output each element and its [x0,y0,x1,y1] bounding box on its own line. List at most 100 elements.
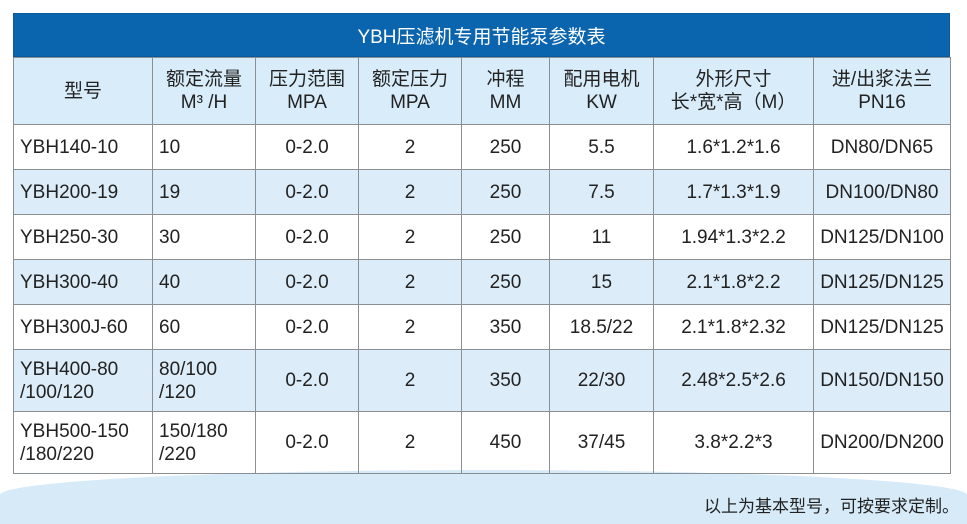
table-cell: 350 [461,349,550,412]
cell-line: YBH300-40 [20,271,119,293]
table-cell: 0-2.0 [255,124,359,170]
table-cell: 350 [461,304,550,350]
header-line: MPA [390,92,430,113]
table-cell: 0-2.0 [255,411,359,474]
cell-line: YBH200-19 [20,181,119,203]
header-line: PN16 [858,92,906,113]
header-line: 额定压力 [371,69,448,90]
cell-line: YBH400-80 [20,358,119,380]
header-line: 配用电机 [563,69,640,90]
table-cell: 2 [358,411,462,474]
table-cell: 2.1*1.8*2.32 [653,304,814,350]
header-line: 型号 [63,80,102,102]
header-row: 型号 额定流量 M³ /H 压力范围 MPA 额定压力 MPA 冲程 MM 配用电机 KW 外形尺寸长… [13,57,951,125]
table-cell: 7.5 [549,169,654,215]
column-header: 压力范围 MPA [255,57,359,125]
table-cell: 150/180/220 [152,411,256,474]
table-cell: 60 [152,304,256,350]
table-cell: YBH300-40 [13,259,153,305]
table-cell: 15 [549,259,654,305]
table-cell: YBH140-10 [13,124,153,170]
table-cell: 18.5/22 [549,304,654,350]
header-line: 长*宽*高（M） [670,92,797,113]
header-line: KW [586,92,617,113]
footnote: 以上为基本型号，可按要求定制。 [704,497,959,516]
table-cell: 2 [358,304,462,350]
cell-line: 150/180 [159,420,228,442]
header-line: 进/出浆法兰 [831,69,933,90]
column-header: 外形尺寸 长*宽*高（M） [653,57,814,125]
table-cell: 2 [358,259,462,305]
table-cell: 250 [461,124,550,170]
cell-line: YBH300J-60 [20,316,128,338]
table-cell: 250 [461,259,550,305]
column-header: 型号 [13,57,153,125]
table-row: YBH250-30 30 0-2.0 2 250 11 1.94*1.3*2.2 DN125/… [13,214,951,260]
table-cell: DN80/DN65 [813,124,951,170]
cell-line: /220 [159,443,196,465]
background-wave [0,470,967,524]
header-line: MM [489,92,522,113]
table-cell: DN150/DN150 [813,349,951,412]
table-cell: DN125/DN125 [813,259,951,305]
column-header: 配用电机 KW [549,57,654,125]
cell-line: /180/220 [20,443,94,465]
table-cell: YBH400-80/100/120 [13,349,153,412]
header-line: MPA [287,92,327,113]
table-cell: 0-2.0 [255,259,359,305]
table-cell: YBH300J-60 [13,304,153,350]
column-header: 进/出浆法兰 PN16 [813,57,951,125]
table-cell: DN100/DN80 [813,169,951,215]
table-cell: 2 [358,214,462,260]
spec-table: 型号 额定流量 M³ /H 压力范围 MPA 额定压力 MPA 冲程 MM 配用电机 KW 外形尺寸长… [13,57,951,474]
table-cell: 80/100/120 [152,349,256,412]
table-cell: 1.7*1.3*1.9 [653,169,814,215]
spec-table-container: YBH压滤机专用节能泵参数表 型号 额定流量 M³ /H 压力范围 MPA 额定压力 MPA… [13,13,951,474]
cell-line: /100/120 [20,381,94,403]
table-cell: 37/45 [549,411,654,474]
cell-line: 80/100 [159,358,218,380]
table-cell: 0-2.0 [255,169,359,215]
table-cell: 5.5 [549,124,654,170]
cell-line: 30 [159,226,181,248]
table-cell: 30 [152,214,256,260]
header-line: 额定流量 [165,69,242,90]
table-cell: 2.48*2.5*2.6 [653,349,814,412]
cell-line: YBH250-30 [20,226,119,248]
header-line: 冲程 [486,69,525,90]
column-header: 额定压力 MPA [358,57,462,125]
header-line: M³ /H [180,92,228,113]
table-cell: 0-2.0 [255,349,359,412]
table-cell: 2 [358,124,462,170]
cell-line: 10 [159,136,181,158]
table-cell: DN125/DN100 [813,214,951,260]
table-cell: 19 [152,169,256,215]
table-cell: 2 [358,349,462,412]
table-row: YBH200-19 19 0-2.0 2 250 7.5 1.7*1.3*1.9 DN100/… [13,169,951,215]
cell-line: 40 [159,271,181,293]
table-cell: 450 [461,411,550,474]
cell-line: 60 [159,316,181,338]
table-cell: 1.94*1.3*2.2 [653,214,814,260]
table-cell: 2 [358,169,462,215]
table-cell: YBH200-19 [13,169,153,215]
table-cell: 40 [152,259,256,305]
table-cell: 22/30 [549,349,654,412]
table-row: YBH300J-60 60 0-2.0 2 350 18.5/22 2.1*1.8*2.32… [13,304,951,350]
table-row: YBH300-40 40 0-2.0 2 250 15 2.1*1.8*2.2 DN125/D… [13,259,951,305]
table-cell: DN125/DN125 [813,304,951,350]
table-row: YBH400-80/100/120 80/100/120 0-2.0 2 350 22/3… [13,349,951,412]
table-cell: 10 [152,124,256,170]
table-cell: DN200/DN200 [813,411,951,474]
cell-line: /120 [159,381,196,403]
table-row: YBH500-150/180/220 150/180/220 0-2.0 2 450 37… [13,411,951,474]
header-line: 外形尺寸 [695,69,772,90]
table-title: YBH压滤机专用节能泵参数表 [13,13,950,57]
column-header: 冲程 MM [461,57,550,125]
cell-line: YBH500-150 [20,420,129,442]
table-cell: 1.6*1.2*1.6 [653,124,814,170]
table-cell: 11 [549,214,654,260]
table-cell: 3.8*2.2*3 [653,411,814,474]
table-cell: 0-2.0 [255,304,359,350]
table-cell: 250 [461,214,550,260]
